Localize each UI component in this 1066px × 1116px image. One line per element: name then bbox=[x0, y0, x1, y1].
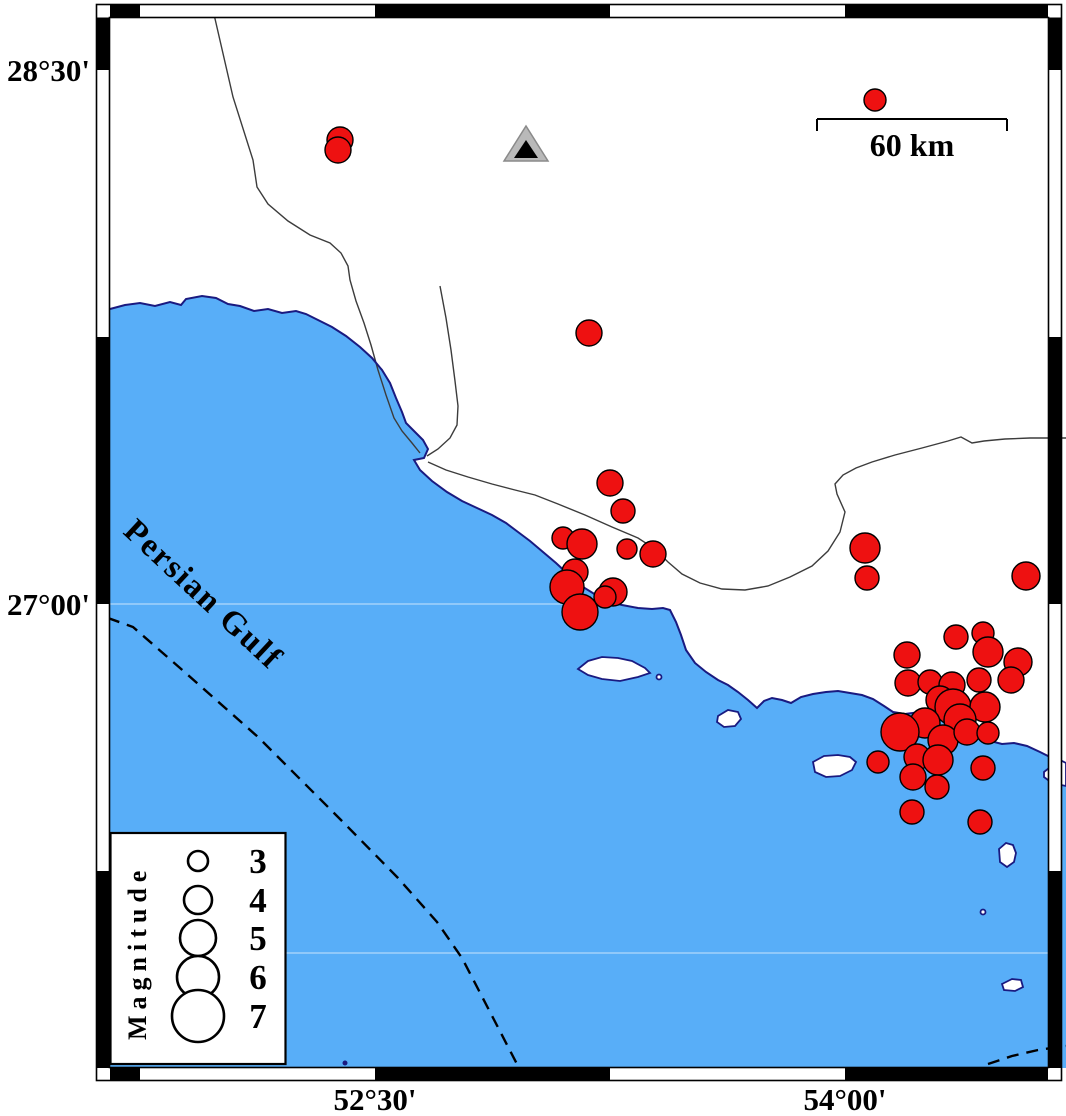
earthquake-marker bbox=[639, 540, 667, 568]
earthquake-marker bbox=[880, 712, 920, 752]
frame-seg bbox=[96, 871, 110, 1068]
legend-magnitude-circle-7 bbox=[170, 988, 226, 1044]
lon-label-52-30: 52°30' bbox=[333, 1082, 416, 1116]
frame-seg bbox=[375, 1067, 610, 1081]
station-inner-triangle bbox=[514, 140, 538, 158]
earthquake-marker bbox=[943, 624, 969, 650]
earthquake-marker bbox=[924, 774, 950, 800]
frame-inner-line bbox=[108, 16, 1050, 1069]
earthquake-marker bbox=[593, 585, 617, 609]
legend-magnitude-value: 6 bbox=[249, 958, 267, 997]
sea-area bbox=[110, 296, 1066, 1068]
frame-seg bbox=[96, 17, 110, 70]
legend-title: Magnitude bbox=[123, 865, 152, 1040]
frame-seg bbox=[375, 4, 610, 18]
island-kish bbox=[576, 656, 652, 682]
earthquake-marker bbox=[894, 669, 922, 697]
lat-label-28-30: 28°30' bbox=[7, 53, 90, 88]
legend-magnitude-value: 7 bbox=[249, 997, 267, 1036]
frame-seg bbox=[110, 4, 140, 18]
islet-dot-3 bbox=[342, 1060, 348, 1066]
earthquake-marker bbox=[997, 666, 1025, 694]
earthquake-marker bbox=[610, 498, 636, 524]
earthquake-marker bbox=[1011, 561, 1041, 591]
legend-magnitude-circle-5 bbox=[178, 918, 218, 958]
scale-bar-line bbox=[816, 118, 1008, 131]
frame-seg bbox=[1048, 17, 1062, 70]
earthquake-marker bbox=[863, 88, 887, 112]
earthquake-marker bbox=[561, 593, 599, 631]
legend-magnitude-circle-3 bbox=[186, 849, 210, 873]
scale-bar-label: 60 km bbox=[870, 127, 955, 163]
map-frame bbox=[95, 3, 1063, 1082]
frame-seg bbox=[845, 1067, 1048, 1081]
earthquake-marker bbox=[922, 744, 954, 776]
earthquake-epicenters-layer bbox=[324, 88, 1041, 835]
earthquake-marker bbox=[899, 799, 925, 825]
islet-dot-2 bbox=[979, 908, 987, 916]
islet-dot-1 bbox=[655, 673, 663, 681]
earthquake-marker bbox=[575, 319, 603, 347]
frame-seg bbox=[845, 4, 1048, 18]
earthquake-marker bbox=[893, 641, 921, 669]
island-3 bbox=[811, 754, 858, 778]
earthquake-marker bbox=[616, 538, 638, 560]
island-4 bbox=[998, 842, 1017, 869]
frame-seg bbox=[110, 1067, 140, 1081]
island-5 bbox=[1000, 978, 1025, 992]
earthquake-marker bbox=[976, 721, 1000, 745]
earthquake-marker bbox=[849, 532, 881, 564]
earthquake-marker bbox=[966, 667, 992, 693]
legend-magnitude-value: 5 bbox=[249, 919, 267, 958]
earthquake-marker bbox=[953, 718, 981, 746]
maritime-boundary-dashed-line bbox=[107, 616, 520, 1067]
earthquake-marker bbox=[866, 750, 890, 774]
earthquake-marker bbox=[596, 469, 624, 497]
earthquake-marker bbox=[970, 755, 996, 781]
earthquake-marker bbox=[967, 809, 993, 835]
inland-boundary-line-3 bbox=[427, 436, 1066, 591]
inland-boundary-line-2 bbox=[426, 285, 459, 457]
lat-label-27-00: 27°00' bbox=[7, 587, 90, 622]
island-2 bbox=[716, 709, 743, 728]
legend-magnitude-value: 4 bbox=[249, 881, 267, 920]
station-triangle-marker bbox=[502, 124, 550, 162]
lon-label-54-00: 54°00' bbox=[803, 1082, 886, 1116]
inland-boundary-line-1 bbox=[212, 9, 421, 454]
legend-magnitude-value: 3 bbox=[249, 842, 267, 881]
legend-magnitude-circle-4 bbox=[182, 884, 214, 916]
frame-seg bbox=[1048, 871, 1062, 1068]
scale-bar: 60 km bbox=[816, 118, 1008, 163]
frame-seg bbox=[1048, 337, 1062, 604]
earthquake-marker bbox=[566, 528, 598, 560]
frame-seg bbox=[96, 337, 110, 604]
frame-outer-line bbox=[95, 3, 1063, 1082]
earthquake-marker bbox=[899, 763, 927, 791]
earthquake-marker bbox=[854, 565, 880, 591]
earthquake-marker bbox=[324, 136, 352, 164]
earthquake-marker bbox=[972, 636, 1004, 668]
